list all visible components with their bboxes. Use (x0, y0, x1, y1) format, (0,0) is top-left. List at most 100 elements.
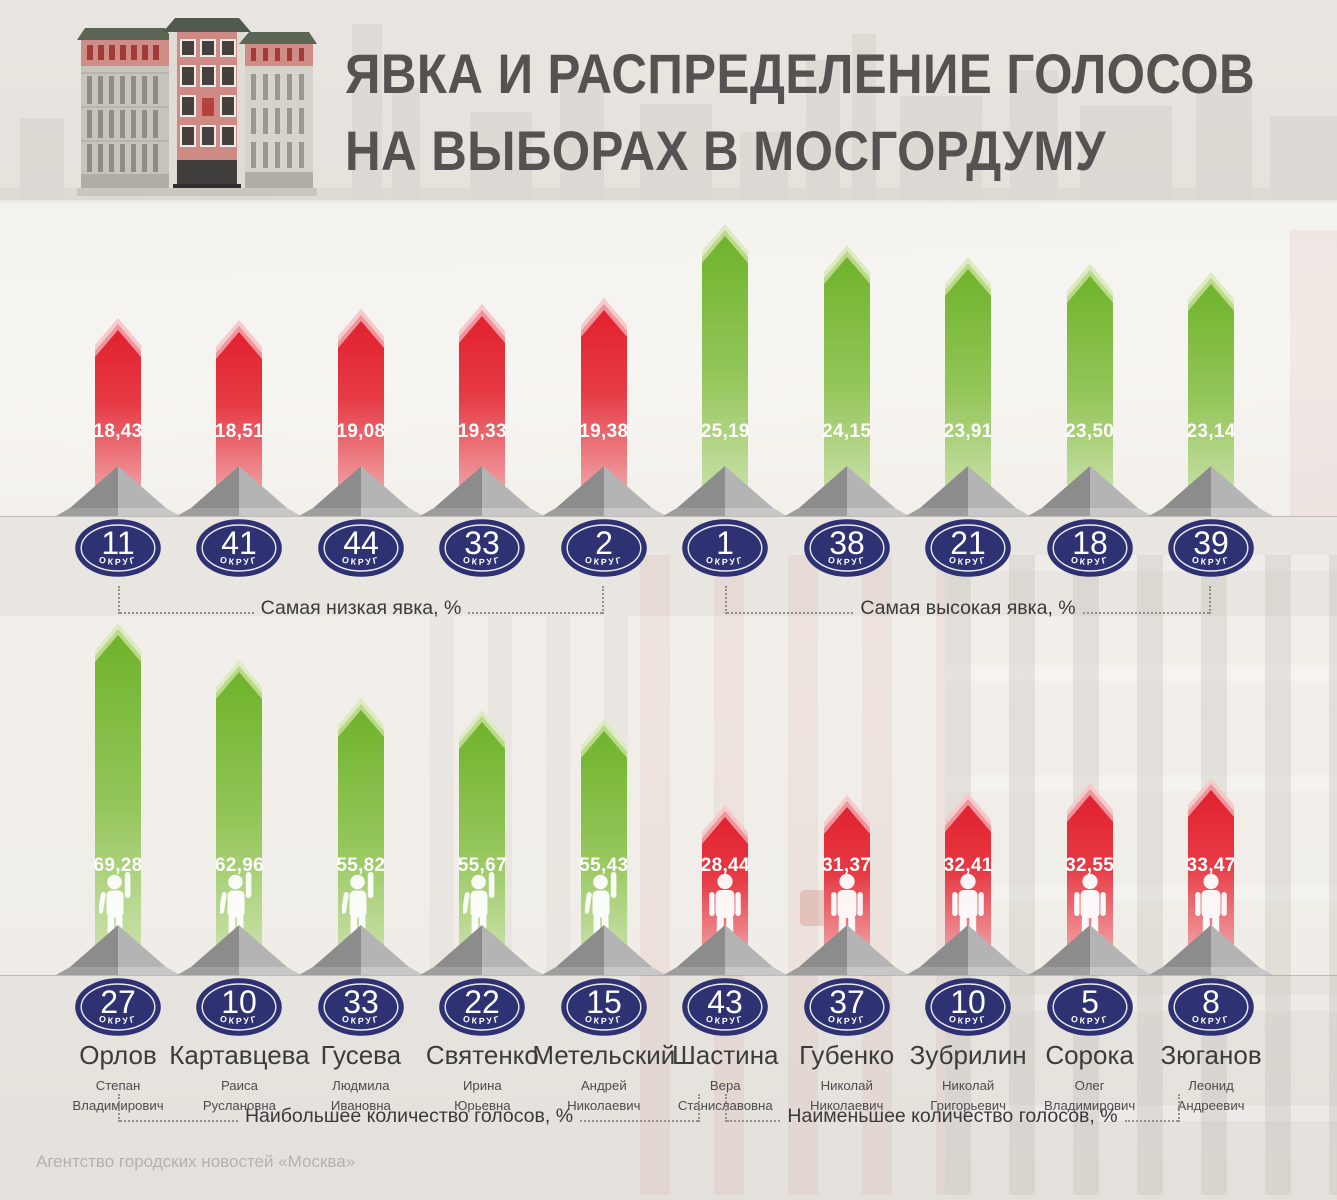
bracket-tick (118, 1094, 120, 1122)
pyramid-icon (1149, 466, 1274, 516)
voter-raised-hand-icon (463, 872, 495, 949)
svg-text:39: 39 (1193, 525, 1229, 561)
bar-value: 18,51 (214, 421, 264, 442)
bracket-tick (698, 1094, 700, 1122)
candidate-patronymic: Николаевич (809, 1097, 884, 1113)
candidate-firstname: Вера (709, 1078, 741, 1093)
bracket-label: Наибольшее количество голосов, % (244, 1105, 574, 1127)
bracket-tick (725, 586, 727, 614)
bracket-label: Самая высокая явка, % (860, 597, 1076, 619)
candidate-firstname: Николай (820, 1078, 873, 1093)
svg-text:38: 38 (829, 525, 865, 561)
district-badge: 18 ОКРУГ (1046, 519, 1133, 577)
bracket-line (1082, 612, 1209, 614)
pyramid-icon (784, 466, 909, 516)
svg-text:ОКРУГ: ОКРУГ (827, 1014, 867, 1026)
district-badge: 22 ОКРУГ (439, 978, 526, 1036)
candidate-name: Зубрилин Николай Григорьевич (894, 1040, 1042, 1116)
candidate-name: Гусева Людмила Ивановна (287, 1040, 435, 1116)
district-badge: 27 ОКРУГ (75, 978, 161, 1036)
turnout-bar (945, 257, 992, 516)
bar-value: 55,82 (336, 855, 386, 876)
svg-text:ОКРУГ: ОКРУГ (1191, 1014, 1231, 1026)
city-skyline (0, 24, 1337, 200)
candidate-patronymic: Руслановна (202, 1097, 276, 1113)
bracket-least-votes: Наименьшее количество голосов, % (725, 1090, 1181, 1127)
svg-text:ОКРУГ: ОКРУГ (1070, 555, 1110, 567)
turnout-bar (823, 245, 870, 516)
district-badge: 37 ОКРУГ (803, 978, 890, 1036)
candidate-patronymic: Юрьевна (454, 1097, 511, 1113)
pyramid-icon (298, 925, 423, 975)
svg-text:ОКРУГ: ОКРУГ (219, 555, 259, 567)
svg-text:41: 41 (222, 525, 258, 561)
pyramid-icon (56, 925, 180, 975)
svg-text:ОКРУГ: ОКРУГ (584, 555, 624, 567)
candidate-firstname: Леонид (1188, 1078, 1234, 1093)
svg-text:ОКРУГ: ОКРУГ (584, 1014, 624, 1026)
header: ЯВКА И РАСПРЕДЕЛЕНИЕ ГОЛОСОВ НА ВЫБОРАХ … (0, 0, 1337, 200)
candidate-patronymic: Ивановна (330, 1097, 391, 1113)
candidate-firstname: Раиса (220, 1078, 258, 1093)
bracket-tick (1178, 1094, 1181, 1122)
candidate-surname: Картавцева (169, 1040, 310, 1070)
background-emblem (800, 890, 826, 926)
svg-text:ОКРУГ: ОКРУГ (948, 555, 988, 567)
pyramid-icon (420, 925, 545, 975)
district-badge: 15 ОКРУГ (560, 978, 647, 1036)
candidate-surname: Зюганов (1160, 1040, 1262, 1070)
pyramid-icon (784, 925, 909, 975)
bar-value: 25,19 (700, 421, 750, 442)
pyramid-icon (298, 466, 423, 516)
svg-text:43: 43 (707, 984, 743, 1020)
district-badge: 5 ОКРУГ (1046, 978, 1133, 1036)
bar-value: 32,55 (1065, 855, 1115, 876)
bracket-tick (602, 586, 604, 614)
pyramid-icon (663, 466, 788, 516)
bracket-line (1124, 1120, 1179, 1122)
svg-text:ОКРУГ: ОКРУГ (462, 1014, 502, 1026)
bar-value: 31,37 (822, 855, 872, 876)
svg-text:ОКРУГ: ОКРУГ (705, 555, 745, 567)
bracket-line (580, 1120, 698, 1122)
bar-value: 24,15 (822, 421, 872, 442)
svg-text:ОКРУГ: ОКРУГ (1191, 555, 1231, 567)
pyramid-icon (420, 466, 545, 516)
candidate-firstname: Андрей (580, 1078, 627, 1093)
candidate-patronymic: Владимирович (72, 1097, 164, 1113)
pyramid-icon (541, 466, 666, 516)
bar-value: 23,14 (1186, 421, 1236, 442)
page-title-line1: ЯВКА И РАСПРЕДЕЛЕНИЕ ГОЛОСОВ (345, 42, 1256, 105)
bracket-high-turnout: Самая высокая явка, % (725, 582, 1211, 619)
turnout-bar (95, 318, 141, 516)
bar-value: 32,41 (943, 855, 993, 876)
pyramid-icon (1027, 466, 1152, 516)
turnout-bar (216, 320, 263, 516)
page-title: ЯВКА И РАСПРЕДЕЛЕНИЕ ГОЛОСОВ НА ВЫБОРАХ … (345, 36, 1255, 189)
district-badge: 39 ОКРУГ (1168, 519, 1254, 577)
svg-text:33: 33 (343, 984, 379, 1020)
bracket-label: Наименьшее количество голосов, % (787, 1105, 1118, 1127)
turnout-bar (1066, 264, 1113, 516)
svg-text:ОКРУГ: ОКРУГ (98, 1014, 138, 1026)
candidate-patronymic: Андреевич (1177, 1097, 1245, 1113)
credit-text: Агентство городских новостей «Москва» (36, 1152, 356, 1171)
district-badge: 10 ОКРУГ (925, 978, 1011, 1036)
svg-text:15: 15 (586, 984, 622, 1020)
district-badge: 33 ОКРУГ (439, 519, 526, 577)
bar-value: 19,38 (579, 421, 629, 442)
district-badge: 44 ОКРУГ (318, 519, 404, 577)
svg-text:37: 37 (829, 984, 865, 1020)
svg-text:8: 8 (1202, 984, 1220, 1020)
district-badge: 2 ОКРУГ (560, 519, 647, 577)
background-facade-gray (945, 555, 1337, 1195)
candidate-surname: Метельский (532, 1040, 676, 1070)
candidate-firstname: Степан (95, 1078, 141, 1093)
bar-value: 23,50 (1065, 421, 1115, 442)
turnout-bar (1188, 272, 1235, 516)
candidate-surname: Зубрилин (909, 1040, 1027, 1070)
bracket-line (727, 612, 854, 614)
bracket-label: Самая низкая явка, % (260, 597, 462, 619)
candidate-patronymic: Владимирович (1043, 1097, 1136, 1113)
